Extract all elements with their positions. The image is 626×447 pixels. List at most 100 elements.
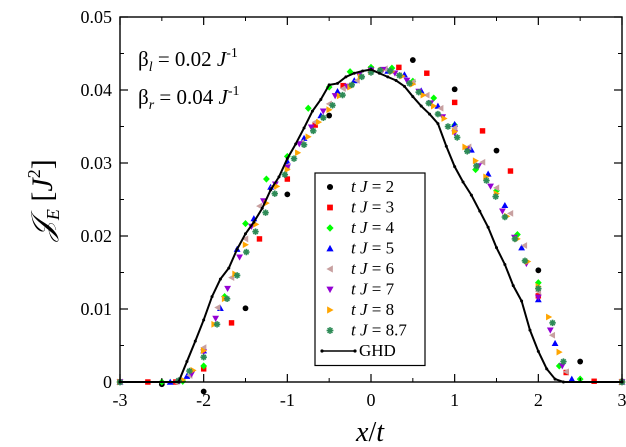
axes-layer: -3 -2 -1 0 1 2 3 0 0.01 0.02 0.03 0.04 0.05 (81, 7, 626, 410)
series-ghd-point (319, 97, 323, 101)
series-t-j-8-point (546, 313, 553, 321)
series-t-j-7-point (224, 285, 231, 292)
x-tick-label: 0 (367, 390, 376, 410)
series-ghd-point (302, 126, 306, 130)
series-t-j-6-point (493, 184, 500, 192)
series-t-j-7-point (546, 327, 554, 334)
series-t-j-5-point (518, 244, 525, 251)
y-axis-title-sub: E (43, 209, 63, 221)
series-t-j-8-7-point (406, 80, 413, 87)
x-axis-title-sep: / (368, 417, 376, 447)
series-ghd-point (210, 295, 214, 299)
series-ghd-point (193, 339, 197, 343)
series-t-j-7-point (307, 124, 315, 131)
series-ghd-point (294, 142, 298, 146)
series-t-j-3-point (228, 320, 235, 326)
legend-item-t-j-8-label: t J = 8 (351, 300, 394, 319)
series-t-j-8-point (284, 166, 291, 173)
series-ghd-point (486, 225, 490, 229)
x-tick-label: 3 (618, 390, 626, 410)
y-axis-title-sup: 2 (24, 169, 44, 178)
series-t-j-2-point (242, 305, 249, 312)
series-ghd-point (545, 367, 549, 371)
series-ghd-point (453, 165, 457, 169)
series-t-j-5-point (568, 375, 576, 382)
series-ghd-point (344, 75, 348, 79)
series-t-j-8-point (451, 128, 459, 136)
series-ghd-point (478, 209, 482, 213)
series-t-j-2-point (200, 388, 207, 395)
series-t-j-8-7-point (463, 148, 471, 155)
series-t-j-6-point (339, 85, 346, 92)
series-t-j-7-point (403, 77, 411, 84)
series-t-j-8-7-point (252, 228, 259, 235)
annotation-beta-l: βl = 0.02 J-1 (138, 46, 238, 75)
series-t-j-5-point (484, 170, 492, 177)
series-t-j-8-point (420, 91, 427, 99)
series-t-j-8-point (242, 241, 249, 249)
series-t-j-4-point (200, 362, 208, 370)
series-t-j-5-point (183, 372, 191, 379)
series-t-j-3-point (396, 64, 402, 71)
series-t-j-3-point (284, 176, 291, 182)
series-t-j-8-7-point (549, 319, 556, 327)
series-t-j-8-point (472, 157, 479, 165)
series-t-j-8-7-point (387, 67, 394, 75)
series-t-j-8-7-point (233, 272, 241, 279)
x-axis-title: x/t (355, 417, 385, 447)
legend-item-t-j-5: t J = 5 (326, 239, 394, 258)
series-ghd-point (461, 180, 465, 184)
annotation-beta-r-unit: J (218, 85, 229, 109)
series-t-j-8-7-point (396, 72, 403, 79)
series-t-j-7-point (212, 315, 220, 322)
series-t-j-8-7-point (320, 114, 327, 121)
svg-text:x/t: x/t (355, 417, 385, 447)
series-t-j-8-point (410, 80, 417, 88)
series-t-j-8-7-point (501, 213, 509, 221)
series-t-j-8-point (295, 149, 302, 157)
series-t-j-3-point (256, 236, 263, 242)
series-ghd-point (444, 144, 448, 148)
series-t-j-6-point (437, 104, 444, 112)
series-t-j-6-point (548, 331, 556, 339)
series-ghd-point (185, 360, 189, 364)
series-ghd-point (386, 75, 390, 79)
annotation-beta-r-sup: -1 (228, 84, 240, 99)
series-ghd-point (310, 109, 314, 113)
series-t-j-8-point (274, 182, 281, 190)
series-t-j-8-point (315, 118, 323, 126)
series-t-j-6-point (520, 242, 528, 249)
series-t-j-8-7-point (521, 257, 529, 265)
series-t-j-7-point (534, 294, 542, 301)
series-t-j-8-7-point (535, 285, 542, 292)
legend-item-t-j-8-7-marker (326, 327, 334, 334)
series-t-j-8-7-point (290, 155, 298, 162)
series-t-j-8-7-point (425, 99, 432, 107)
series-t-j-6-point (242, 235, 249, 243)
y-tick-label: 0.03 (81, 153, 113, 173)
legend-item-t-j-2: t J = 2 (326, 177, 394, 196)
x-tick-label: 2 (534, 390, 543, 410)
annotation-beta-r: βr = 0.04 J-1 (138, 84, 239, 113)
series-t-j-8-7-point (271, 190, 279, 197)
series-ghd-point (528, 328, 532, 332)
series-t-j-3-point (507, 168, 514, 174)
series-t-j-8-7-point (473, 162, 480, 170)
annotation-beta-l-greek: β (138, 47, 149, 71)
series-t-j-2-point (451, 86, 458, 93)
series-t-j-8-7-point (483, 177, 490, 184)
legend-item-t-j-3: t J = 3 (327, 198, 394, 217)
series-ghd-point (495, 246, 498, 250)
series-ghd-point (227, 266, 231, 270)
series-ghd-point (369, 68, 373, 72)
series-ghd-point (336, 81, 340, 85)
series-t-j-8-7-point (492, 193, 499, 200)
series-t-j-2-point (535, 267, 542, 274)
legend-item-ghd-dot (320, 349, 324, 353)
series-t-j-8-7-point (213, 321, 221, 328)
series-t-j-6-point (479, 158, 486, 166)
x-tick-label: 1 (450, 390, 459, 410)
annotation-beta-l-sup: -1 (226, 46, 238, 61)
legend-item-t-j-4: t J = 4 (326, 218, 395, 237)
